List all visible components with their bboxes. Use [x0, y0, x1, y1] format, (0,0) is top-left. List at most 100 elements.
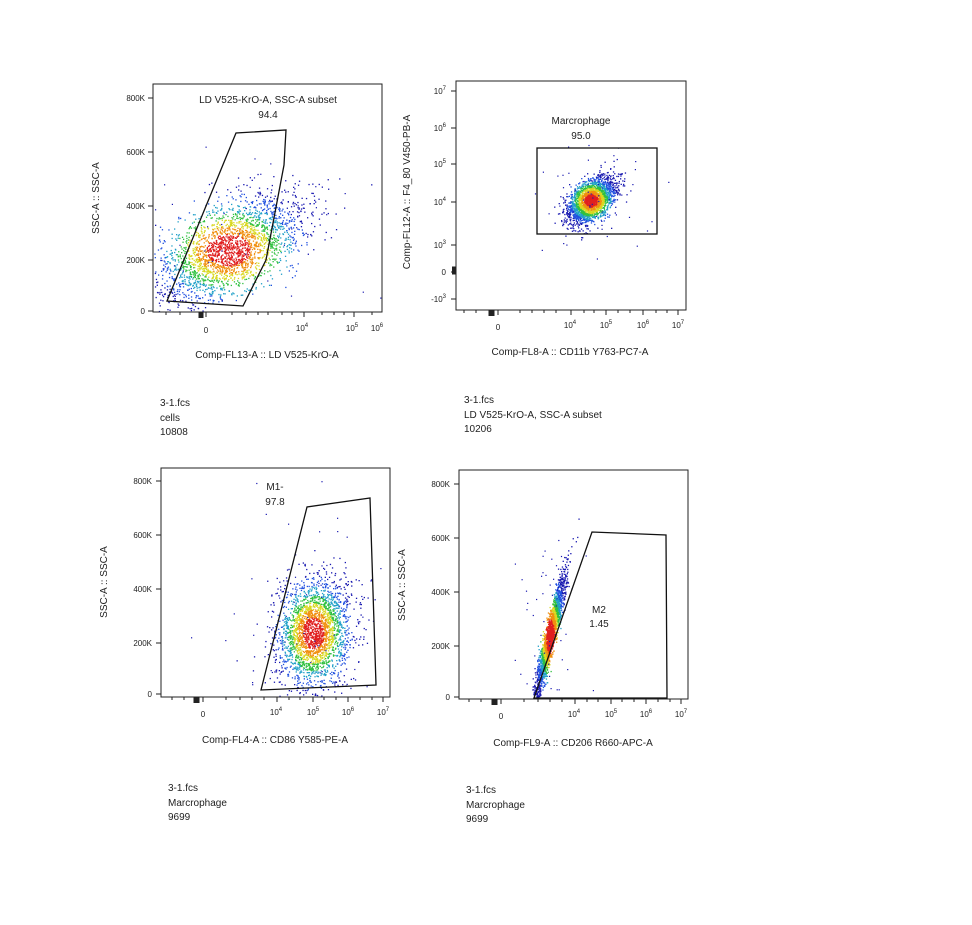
event-point — [305, 197, 308, 200]
event-point — [226, 255, 228, 257]
event-point — [612, 175, 614, 177]
event-point — [254, 251, 257, 253]
event-point — [563, 208, 565, 210]
event-point — [605, 181, 607, 184]
event-point — [259, 257, 261, 259]
event-point — [257, 245, 259, 248]
event-point — [280, 228, 282, 230]
event-point — [247, 263, 249, 265]
event-point — [597, 188, 599, 190]
event-point — [290, 241, 292, 243]
event-point — [574, 192, 576, 195]
event-point — [602, 199, 604, 201]
event-point — [603, 201, 605, 203]
event-point — [168, 301, 170, 304]
event-point — [216, 277, 218, 279]
event-point — [252, 273, 255, 276]
event-point — [590, 205, 592, 208]
event-point — [599, 174, 602, 176]
event-point — [221, 250, 223, 252]
event-point — [599, 205, 601, 207]
event-point — [212, 263, 215, 266]
event-point — [258, 243, 260, 245]
event-point — [215, 252, 217, 254]
event-point — [271, 184, 273, 187]
event-point — [592, 199, 594, 202]
event-point — [595, 198, 598, 200]
event-point — [615, 191, 618, 193]
event-point — [593, 208, 596, 210]
event-point — [224, 272, 226, 274]
event-point — [335, 213, 337, 215]
event-point — [224, 257, 226, 259]
event-point — [260, 239, 262, 241]
event-point — [232, 264, 234, 266]
event-point — [171, 277, 173, 280]
event-point — [181, 236, 184, 238]
event-point — [244, 275, 246, 277]
event-point — [181, 280, 183, 282]
event-point — [160, 248, 162, 250]
event-point — [289, 244, 291, 246]
event-point — [626, 194, 628, 196]
event-point — [595, 208, 597, 210]
event-point — [211, 182, 213, 184]
event-point — [294, 230, 296, 232]
event-point — [273, 234, 275, 236]
event-point — [603, 193, 606, 195]
event-point — [240, 263, 242, 265]
event-point — [225, 219, 227, 221]
event-point — [209, 254, 211, 256]
event-point — [591, 213, 593, 215]
event-point — [208, 213, 211, 215]
event-point — [594, 205, 597, 207]
event-point — [258, 219, 261, 221]
event-point — [566, 209, 568, 211]
event-point — [226, 234, 228, 236]
event-point — [292, 211, 294, 213]
event-point — [225, 282, 228, 284]
event-point — [183, 276, 186, 278]
event-point — [202, 252, 204, 254]
event-point — [571, 195, 573, 197]
event-point — [237, 217, 239, 220]
event-point — [223, 216, 225, 219]
event-point — [183, 249, 185, 252]
event-point — [618, 182, 620, 184]
event-point — [254, 195, 257, 197]
event-point — [226, 262, 228, 264]
event-point — [224, 250, 226, 252]
event-point — [256, 245, 258, 247]
event-point — [195, 284, 197, 286]
event-point — [195, 226, 197, 228]
event-point — [253, 254, 256, 256]
panel-1-gate-name: LD V525-KrO-A, SSC-A subset — [199, 95, 337, 106]
event-point — [193, 264, 195, 267]
event-point — [198, 258, 201, 261]
event-point — [190, 287, 192, 290]
event-point — [597, 174, 599, 176]
event-point — [579, 187, 581, 189]
event-point — [599, 212, 601, 214]
event-point — [280, 259, 282, 262]
event-point — [251, 290, 253, 292]
event-point — [258, 217, 260, 219]
event-point — [581, 237, 583, 239]
event-point — [239, 213, 241, 215]
event-point — [236, 261, 238, 264]
event-point — [182, 281, 184, 283]
event-point — [590, 202, 593, 204]
event-point — [187, 284, 190, 287]
event-point — [245, 263, 247, 265]
event-point — [598, 189, 601, 191]
event-point — [188, 255, 190, 257]
event-point — [238, 255, 240, 257]
event-point — [598, 174, 600, 176]
event-point — [194, 255, 196, 257]
event-point — [212, 275, 214, 277]
event-point — [602, 210, 604, 212]
event-point — [251, 274, 253, 276]
event-point — [603, 213, 605, 215]
event-point — [292, 242, 294, 244]
event-point — [216, 256, 219, 258]
